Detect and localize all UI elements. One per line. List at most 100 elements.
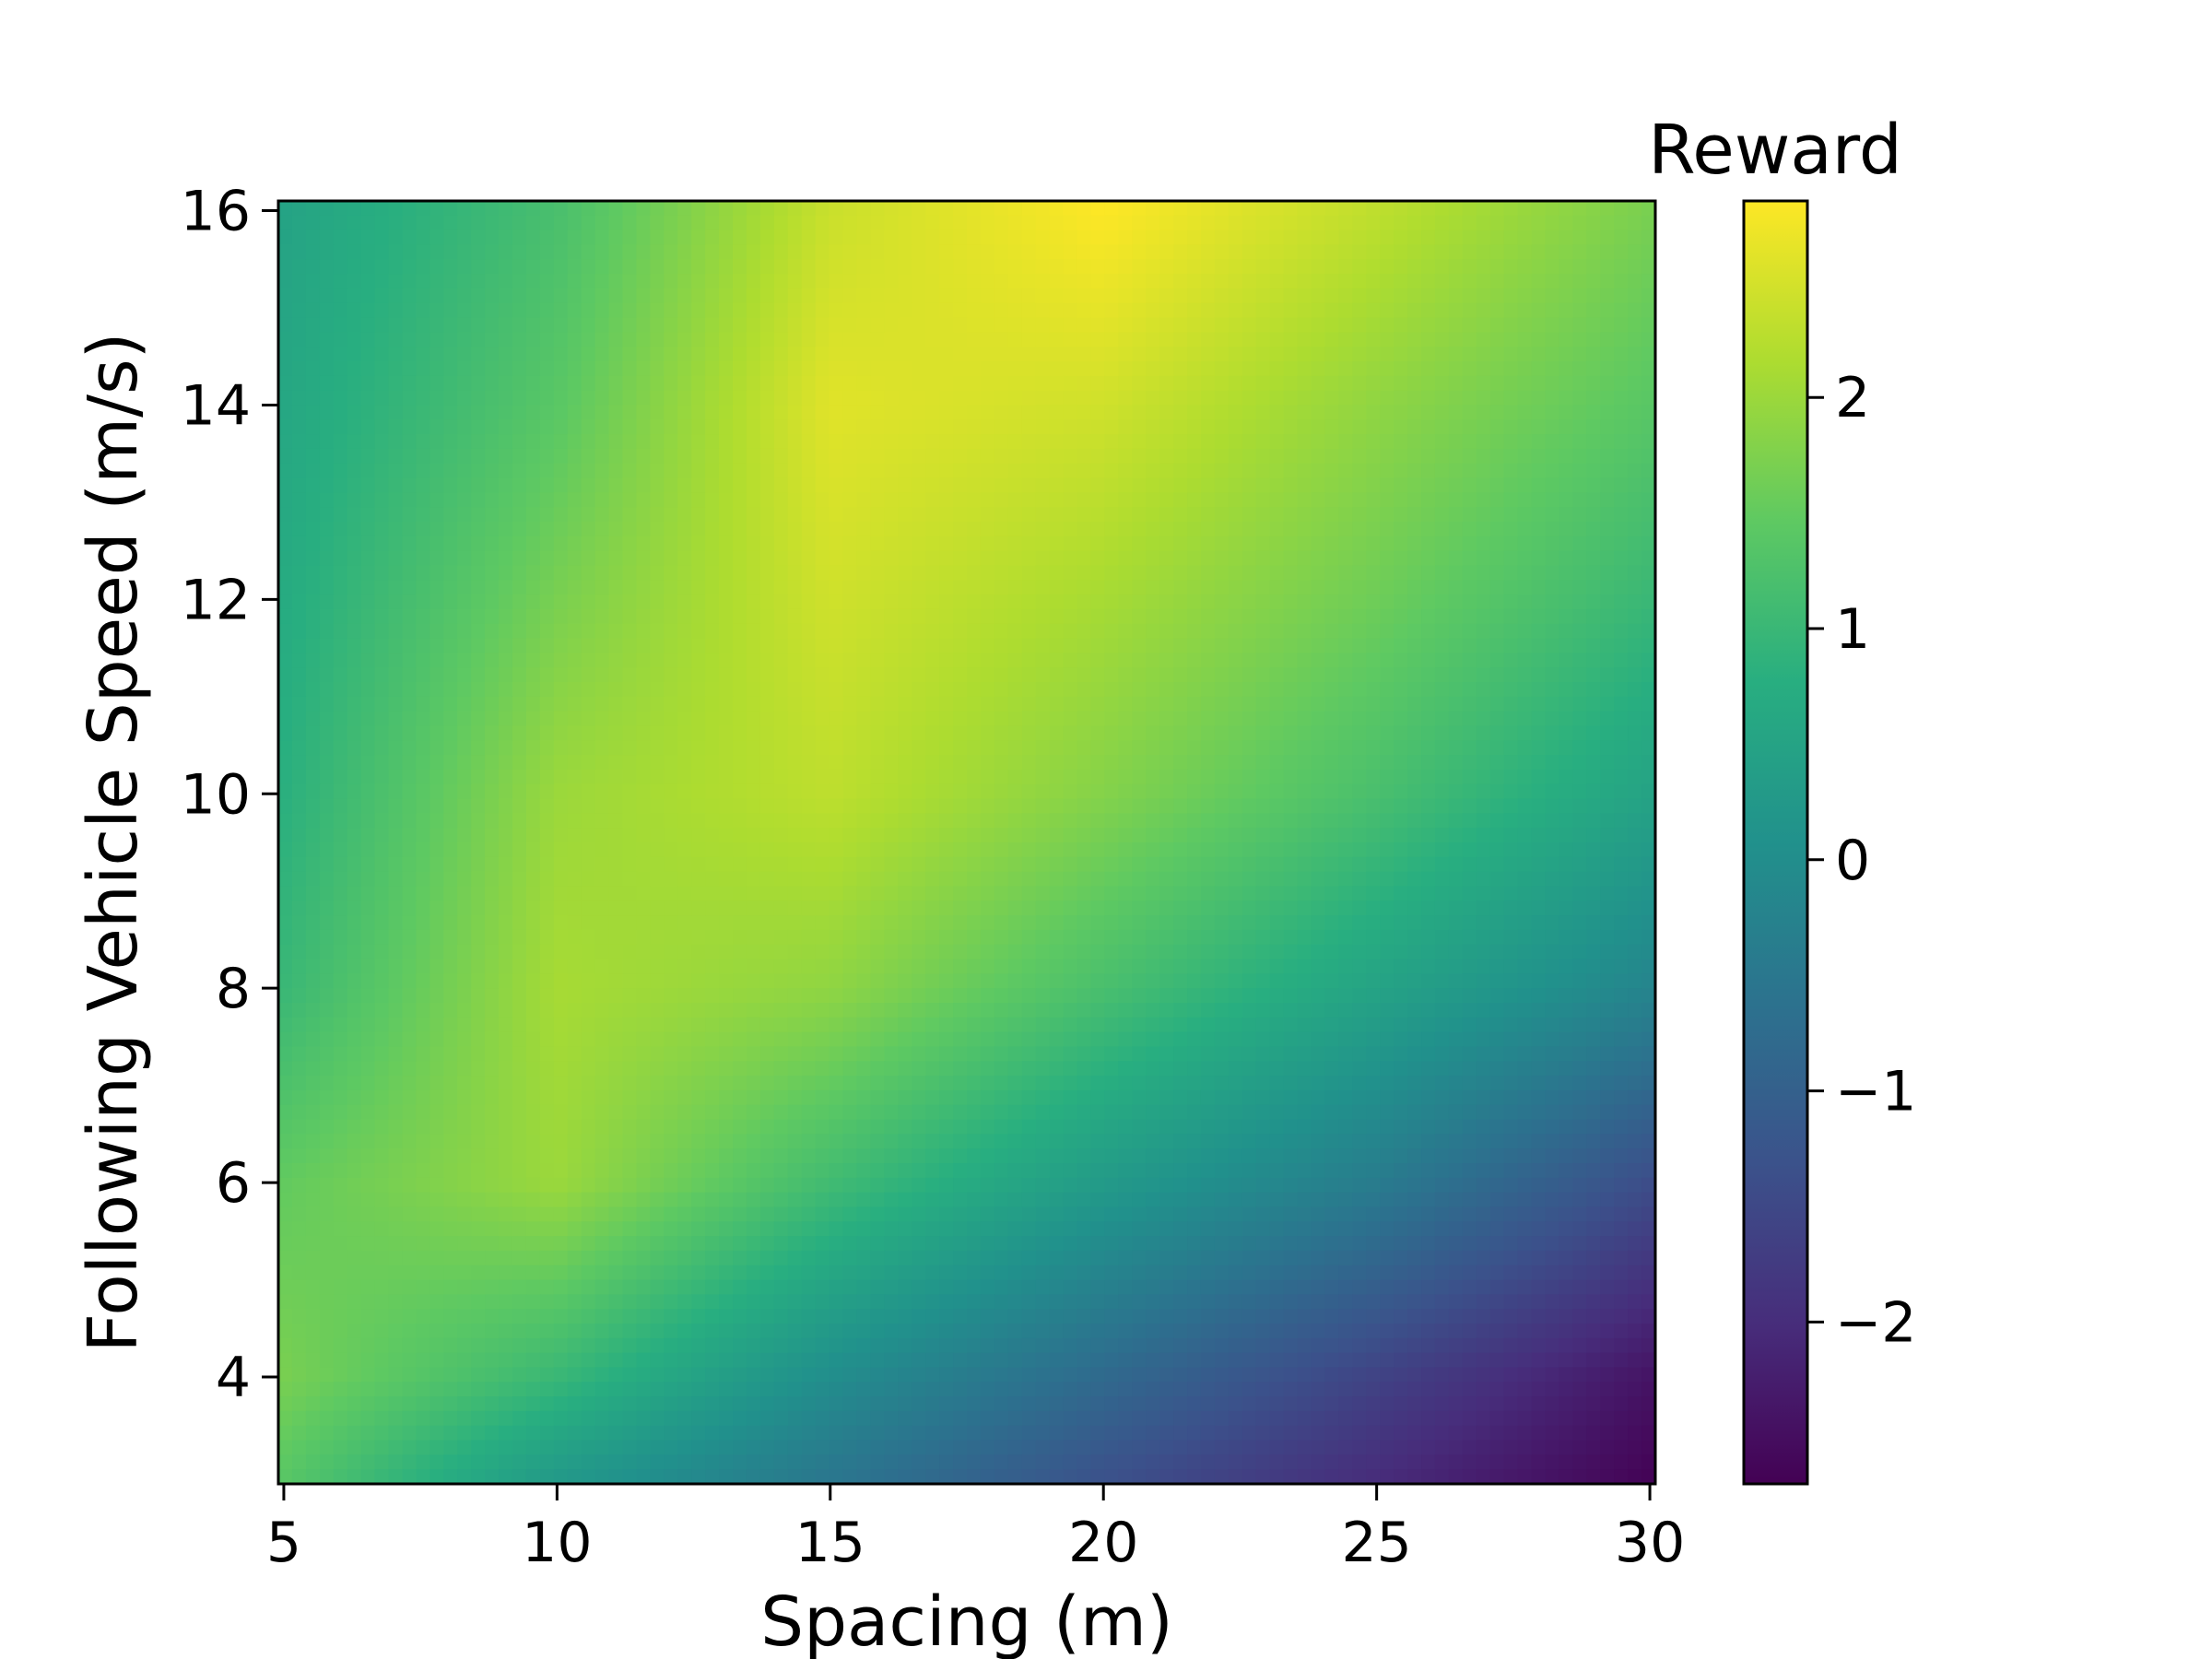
heatmap-cell [319, 623, 335, 640]
heatmap-cell [1448, 405, 1464, 421]
heatmap-cell [305, 274, 321, 289]
heatmap-cell [1104, 915, 1120, 931]
heatmap-cell [705, 419, 720, 435]
heatmap-cell [443, 900, 459, 916]
heatmap-cell [608, 886, 624, 902]
heatmap-cell [1269, 522, 1285, 537]
heatmap-cell [815, 317, 830, 334]
heatmap-cell [912, 696, 926, 712]
heatmap-cell [856, 434, 872, 450]
heatmap-cell [719, 667, 734, 683]
heatmap-cell [1628, 580, 1642, 595]
heatmap-cell [1338, 535, 1354, 552]
heatmap-cell [553, 405, 569, 421]
heatmap-cell [512, 608, 527, 625]
heatmap-cell [994, 317, 1009, 334]
heatmap-cell [1476, 434, 1491, 450]
heatmap-cell [416, 638, 431, 654]
heatmap-cell [567, 535, 582, 552]
heatmap-cell [1269, 259, 1285, 275]
heatmap-cell [650, 229, 665, 246]
heatmap-cell [1283, 492, 1299, 508]
heatmap-cell [608, 229, 624, 246]
heatmap-cell [1063, 507, 1078, 523]
heatmap-cell [677, 653, 692, 668]
heatmap-cell [1283, 390, 1299, 406]
heatmap-cell [842, 492, 858, 508]
heatmap-cell [1146, 725, 1160, 742]
heatmap-cell [980, 769, 995, 785]
heatmap-cell [1394, 448, 1408, 465]
heatmap-cell [374, 623, 390, 640]
heatmap-cell [1146, 856, 1160, 873]
heatmap-cell [1338, 507, 1354, 523]
heatmap-cell [967, 565, 982, 582]
heatmap-cell [553, 302, 569, 319]
heatmap-cell [347, 886, 362, 902]
heatmap-cell [499, 463, 513, 479]
heatmap-cell [443, 244, 459, 261]
heatmap-cell [1448, 507, 1464, 523]
heatmap-cell [1173, 915, 1188, 931]
heatmap-cell [1421, 565, 1436, 582]
heatmap-cell [278, 886, 293, 902]
heatmap-cell [429, 259, 445, 275]
heatmap-cell [925, 288, 940, 304]
heatmap-cell [1434, 915, 1450, 931]
heatmap-cell [608, 535, 624, 552]
heatmap-cell [1035, 535, 1051, 552]
heatmap-cell [1600, 419, 1615, 435]
heatmap-cell [1063, 347, 1078, 362]
heatmap-cell [1187, 667, 1202, 683]
heatmap-cell [1007, 434, 1023, 450]
heatmap-cell [1338, 755, 1354, 771]
heatmap-cell [939, 711, 954, 727]
heatmap-cell [1600, 871, 1615, 888]
heatmap-cell [319, 769, 335, 785]
heatmap-cell [1132, 769, 1147, 785]
heatmap-cell [374, 755, 390, 771]
heatmap-cell [677, 886, 692, 902]
heatmap-cell [402, 434, 418, 450]
heatmap-cell [347, 740, 362, 756]
heatmap-cell [773, 638, 789, 654]
heatmap-cell [471, 259, 486, 275]
heatmap-cell [994, 215, 1009, 231]
heatmap-cell [1297, 798, 1312, 815]
heatmap-cell [525, 317, 541, 334]
heatmap-cell [1283, 653, 1299, 668]
heatmap-cell [319, 783, 335, 800]
heatmap-cell [1448, 667, 1464, 683]
heatmap-cell [1614, 842, 1629, 858]
heatmap-cell [1118, 332, 1134, 347]
heatmap-cell [870, 390, 886, 406]
heatmap-cell [691, 696, 706, 712]
heatmap-cell [471, 215, 486, 231]
heatmap-cell [1352, 288, 1368, 304]
heatmap-cell [1007, 361, 1023, 377]
heatmap-cell [746, 274, 761, 289]
heatmap-cell [1297, 361, 1312, 377]
heatmap-cell [1434, 638, 1450, 654]
heatmap-cell [567, 667, 582, 683]
heatmap-cell [1628, 419, 1642, 435]
heatmap-cell [1489, 215, 1505, 231]
heatmap-cell [1531, 828, 1547, 843]
heatmap-cell [1187, 477, 1202, 494]
heatmap-cell [319, 419, 335, 435]
heatmap-cell [360, 390, 376, 406]
heatmap-cell [1628, 667, 1642, 683]
heatmap-cell [1352, 798, 1368, 815]
heatmap-cell [1476, 667, 1491, 683]
heatmap-cell [733, 900, 747, 916]
heatmap-cell [1214, 682, 1230, 698]
heatmap-cell [912, 565, 926, 582]
heatmap-cell [1352, 405, 1368, 421]
heatmap-cell [1228, 915, 1243, 931]
heatmap-cell [815, 915, 830, 931]
heatmap-cell [567, 813, 582, 829]
heatmap-cell [429, 229, 445, 246]
heatmap-cell [1021, 711, 1037, 727]
heatmap-cell [1283, 259, 1299, 275]
heatmap-cell [1200, 580, 1216, 595]
